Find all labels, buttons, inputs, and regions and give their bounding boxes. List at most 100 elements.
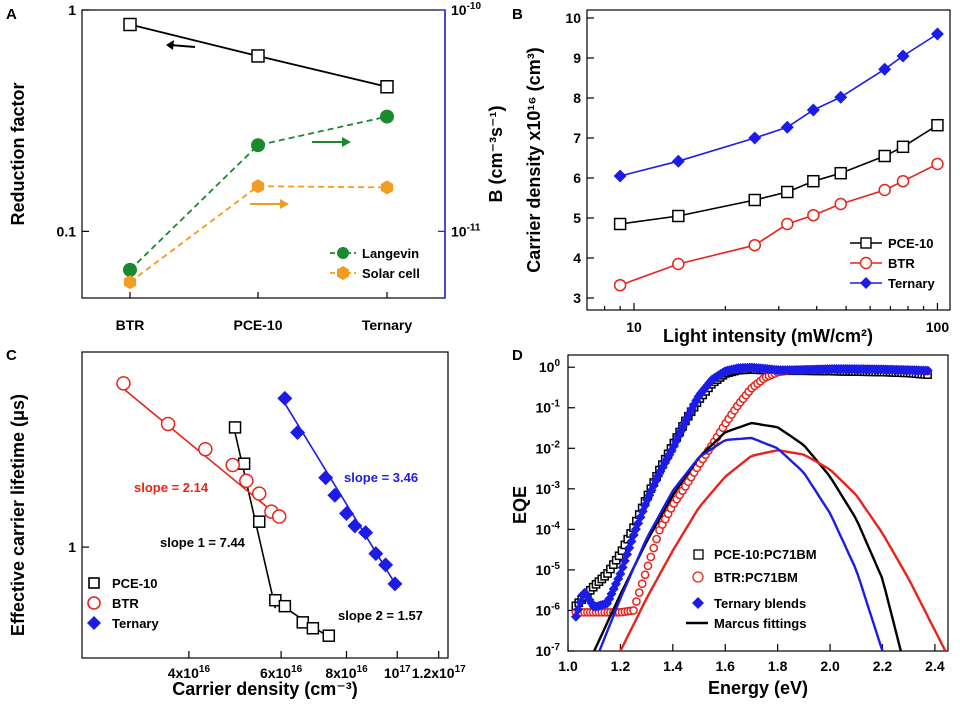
data-point-ternary (806, 103, 820, 117)
data-point-pce-10 (228, 421, 242, 434)
y-tick-label: 100 (539, 358, 561, 375)
data-point-ternary (930, 27, 944, 41)
legend-marker-ternary-blends (692, 597, 704, 609)
panel-a: A BTR PCE-10 Ternary 1 0.1 10-10 10-11 Reducti… (6, 1, 506, 333)
y-tick-label: 10-6 (536, 601, 561, 618)
y-tick-label: 0.1 (57, 223, 77, 239)
legend-label-btr: BTR (888, 256, 915, 271)
data-point-ternary (347, 518, 363, 534)
x-axis-label: Carrier density (cm⁻³) (172, 679, 358, 699)
data-point-solar-cell (380, 180, 394, 195)
y-tick-label: 10 (565, 10, 581, 26)
data-point-ternary (339, 506, 355, 522)
plot-frame (81, 351, 449, 659)
data-point-btr (807, 208, 820, 222)
y-tick-label: 7 (573, 130, 581, 146)
x-tick-label: 1.8 (768, 658, 788, 674)
y-tick-label: 3 (573, 290, 581, 306)
data-point-pce-10 (306, 622, 320, 635)
x-tick-label: 8x1016 (325, 664, 368, 681)
legend-label-marcus: Marcus fittings (714, 616, 806, 631)
data-point-btr-pc71bm (652, 534, 661, 544)
series-line-solar-cell (129, 185, 388, 283)
data-point-btr (116, 376, 131, 391)
y-tick-label: 9 (573, 50, 581, 66)
x-tick-label: 4x1016 (168, 664, 211, 681)
data-point-ternary-blends (575, 597, 586, 608)
data-point-pce-10 (278, 599, 292, 613)
data-point-langevin (123, 262, 137, 277)
data-point-btr (896, 174, 910, 188)
x-tick-label: 1017 (384, 664, 411, 681)
data-point-ternary (318, 470, 334, 486)
y-tick-label: 10-1 (536, 399, 561, 416)
data-point-btr-pc71bm (640, 570, 650, 580)
data-point-pce-10 (252, 515, 266, 528)
data-point-solar-cell (123, 275, 137, 290)
plot-frame (586, 9, 951, 311)
data-point-pce-10 (896, 140, 910, 154)
x-tick-label-pce-10: PCE-10 (233, 317, 282, 333)
data-point-btr (251, 486, 267, 501)
legend-label-pce10-pc71bm: PCE-10:PC71BM (714, 547, 817, 562)
y-tick-label: 1 (68, 2, 76, 18)
data-point-btr (748, 238, 762, 252)
x-axis-label: Energy (eV) (708, 678, 808, 698)
y-tick-label: 10-3 (536, 480, 561, 497)
legend: PCE-10 BTR Ternary (87, 576, 159, 631)
legend: PCE-10:PC71BM BTR:PC71BM Ternary blends … (686, 547, 817, 631)
panel-d: D 1.0 1.2 1.4 1.6 1.8 2.0 2.2 2.4 100 10-1 10-2 10-… (510, 347, 949, 698)
y-tick-label: 10-5 (536, 561, 561, 578)
data-point-reduction-factor (251, 49, 265, 63)
legend: PCE-10 BTR Ternary (850, 236, 935, 291)
fit-curve-marcus-fittings (593, 421, 902, 651)
data-point-pce-10 (237, 457, 251, 470)
panel-c: C 4x1016 6x1016 8x1016 1017 1.2x1017 1 Effect… (6, 347, 466, 699)
x-tick-label-btr: BTR (116, 317, 145, 333)
data-point-btr (878, 183, 891, 197)
legend: Langevin Solar cell (330, 246, 420, 281)
legend-marker-pce10 (88, 577, 100, 589)
legend-marker-solar-cell (337, 266, 349, 280)
x-tick-label: 100 (926, 319, 950, 335)
panel-label-b: B (512, 6, 523, 23)
y-tick-label: 4 (573, 250, 581, 266)
x-tick-label: 6x1016 (260, 664, 303, 681)
data-point-ternary (896, 49, 910, 63)
panel-label-a: A (6, 6, 17, 23)
legend-label-ternary: Ternary (112, 616, 159, 631)
legend-marker-ternary (87, 616, 101, 630)
data-point-btr (198, 441, 213, 457)
data-point-btr (931, 157, 944, 171)
x-tick-label: 10 (626, 319, 642, 335)
legend-label-pce10: PCE-10 (112, 576, 158, 591)
data-point-btr (613, 278, 627, 292)
arrow-right-orange-head (280, 199, 289, 209)
y-tick-label: 10-2 (536, 439, 561, 456)
data-point-btr (225, 457, 240, 473)
x-tick-label-ternary: Ternary (362, 317, 413, 333)
data-point-btr-pc71bm (632, 597, 641, 606)
y-tick-label: 8 (573, 90, 581, 106)
y-tick-label: 5 (573, 210, 581, 226)
y-tick-label: 1 (68, 539, 76, 555)
x-axis-label: Light intensity (mW/cm²) (663, 326, 873, 346)
legend-marker-ternary (860, 277, 872, 289)
legend-label-btr: BTR (112, 596, 139, 611)
data-point-ternary-blends (570, 611, 581, 622)
panel-label-c: C (6, 347, 17, 364)
fit-line-pce10-slope1 (231, 422, 277, 609)
legend-label-ternary-blends: Ternary blends (714, 596, 806, 611)
legend-label-langevin: Langevin (362, 246, 419, 261)
data-point-ternary-blends (573, 604, 584, 615)
data-point-ternary (368, 546, 384, 562)
data-point-btr (834, 197, 847, 211)
x-tick-label: 1.0 (558, 658, 578, 674)
annotation-slope-btr: slope = 2.14 (134, 480, 209, 495)
x-tick-label: 1.6 (716, 658, 736, 674)
legend-marker-langevin (337, 247, 349, 259)
data-point-pce-10 (613, 217, 627, 231)
data-point-pce-10 (748, 193, 762, 207)
series-line-pce-10 (619, 124, 938, 225)
